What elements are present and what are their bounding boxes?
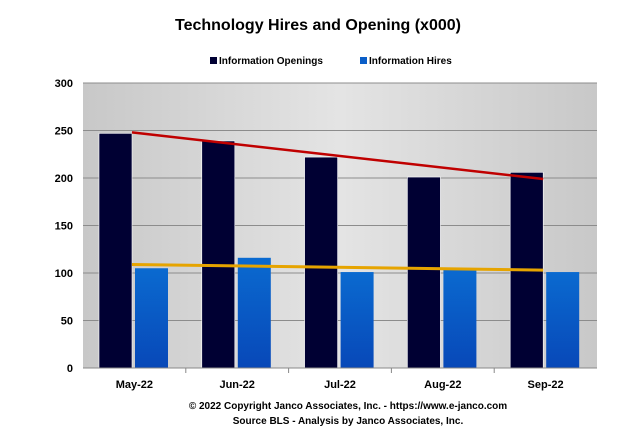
bar-hires: [546, 272, 580, 368]
y-tick-label: 200: [55, 173, 73, 185]
y-tick-label: 250: [55, 126, 73, 138]
legend-label-openings: Information Openings: [219, 56, 323, 67]
bar-hires: [443, 268, 477, 368]
y-tick-label: 100: [55, 268, 73, 280]
bar-openings: [407, 176, 441, 369]
bar-hires: [340, 272, 374, 368]
y-tick-label: 300: [55, 78, 73, 90]
x-tick-label: Jul-22: [324, 379, 356, 391]
x-tick-label: Jun-22: [219, 379, 254, 391]
footer-line-1: © 2022 Copyright Janco Associates, Inc. …: [189, 401, 507, 412]
legend-label-hires: Information Hires: [369, 56, 452, 67]
legend-swatch-openings: [210, 57, 217, 64]
bar-openings: [304, 156, 338, 369]
legend: Information Openings Information Hires: [210, 56, 452, 67]
bar-hires: [237, 257, 271, 368]
bar-openings: [98, 133, 133, 369]
x-tick-label: Aug-22: [424, 379, 461, 391]
y-tick-label: 50: [61, 316, 73, 328]
y-tick-label: 150: [55, 221, 73, 233]
footer-line-2: Source BLS - Analysis by Janco Associate…: [233, 416, 464, 427]
chart-title: Technology Hires and Opening (x000): [175, 17, 461, 34]
bar-openings: [201, 140, 236, 369]
legend-swatch-hires: [360, 57, 367, 64]
trendline-hires: [131, 262, 544, 272]
bar-hires: [135, 268, 168, 368]
x-tick-label: Sep-22: [528, 379, 564, 391]
y-tick-label: 0: [67, 363, 73, 375]
x-tick-label: May-22: [116, 379, 153, 391]
trendline-openings: [131, 131, 544, 181]
